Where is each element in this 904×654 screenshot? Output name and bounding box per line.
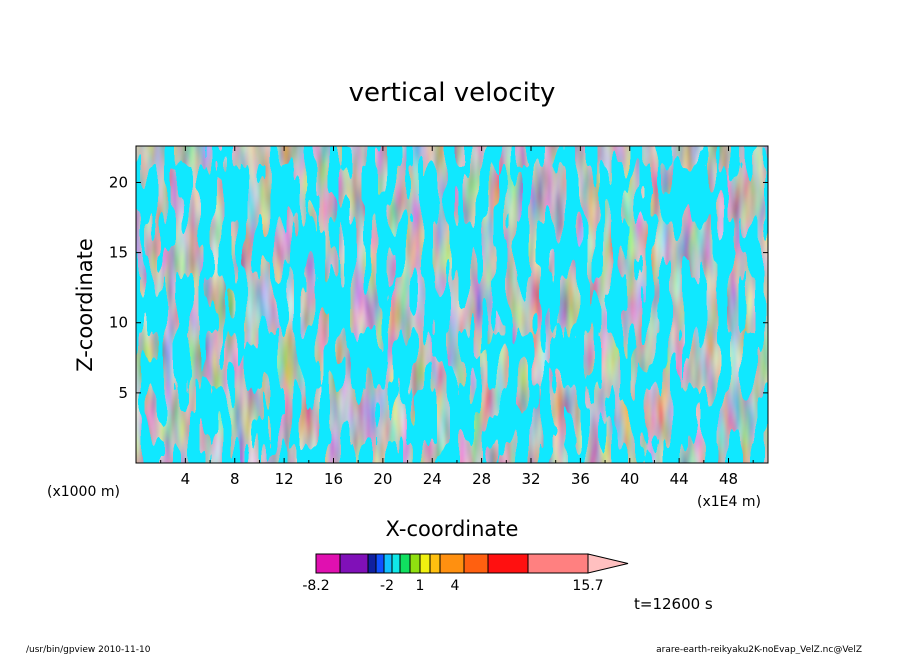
colorbar-segment: [391, 553, 401, 574]
upward-velocity-regions: [136, 146, 768, 463]
y-tick-label: 15: [109, 244, 128, 262]
x-tick-label: 40: [620, 470, 639, 488]
colorbar-segment: [463, 553, 489, 574]
footer-left: /usr/bin/gpview 2010-11-10: [26, 645, 151, 654]
x-tick-label: 8: [230, 470, 240, 488]
colorbar-arrow: [587, 553, 629, 574]
chart-title: vertical velocity: [349, 78, 556, 108]
x-tick-label: 24: [423, 470, 442, 488]
x-unit-right: (x1E4 m): [697, 494, 761, 510]
x-tick-label: 44: [670, 470, 689, 488]
x-axis: 4 8 12 16 20 24 28 32 36 40 44 48: [160, 146, 754, 488]
x-tick-label: 32: [521, 470, 540, 488]
x-tick-label: 16: [324, 470, 343, 488]
colorbar-segment: [439, 553, 465, 574]
colorbar-label: 1: [416, 578, 425, 594]
colorbar-segment: [375, 553, 385, 574]
colorbar-segment: [383, 553, 393, 574]
contour-field: [136, 146, 768, 463]
time-label: t=12600 s: [634, 595, 713, 613]
footer-right: arare-earth-reikyaku2K-noEvap_VelZ.nc@Ve…: [656, 645, 862, 654]
colorbar-label: 4: [451, 578, 460, 594]
plot-area: [135, 145, 769, 464]
colorbar-labels: -8.2 -2 1 4 15.7: [302, 578, 603, 594]
x-unit-left: (x1000 m): [47, 484, 120, 500]
x-tick-label: 36: [571, 470, 590, 488]
colorbar-segment: [315, 553, 341, 574]
colorbar-segment: [527, 553, 589, 574]
y-axis-title: Z-coordinate: [73, 238, 97, 372]
colorbar-segment: [399, 553, 411, 574]
colorbar-segment: [339, 553, 369, 574]
y-tick-label: 10: [109, 314, 128, 332]
colorbar-label: -2: [380, 578, 394, 594]
colorbar: [315, 553, 629, 574]
colorbar-segment: [429, 553, 441, 574]
plot-frame: [135, 145, 769, 464]
colorbar-segment: [367, 553, 377, 574]
x-tick-label: 28: [472, 470, 491, 488]
colorbar-segment: [487, 553, 529, 574]
colorbar-segment: [409, 553, 421, 574]
x-tick-label: 20: [373, 470, 392, 488]
x-tick-label: 48: [719, 470, 738, 488]
x-axis-title: X-coordinate: [386, 517, 519, 541]
x-tick-label: 12: [275, 470, 294, 488]
y-tick-label: 5: [118, 384, 128, 402]
y-axis: 5 10 15 20: [109, 173, 768, 402]
colorbar-label: -8.2: [302, 578, 329, 594]
x-tick-label: 4: [181, 470, 191, 488]
colorbar-segment: [419, 553, 431, 574]
colorbar-label: 15.7: [572, 578, 603, 594]
y-tick-label: 20: [109, 173, 128, 191]
